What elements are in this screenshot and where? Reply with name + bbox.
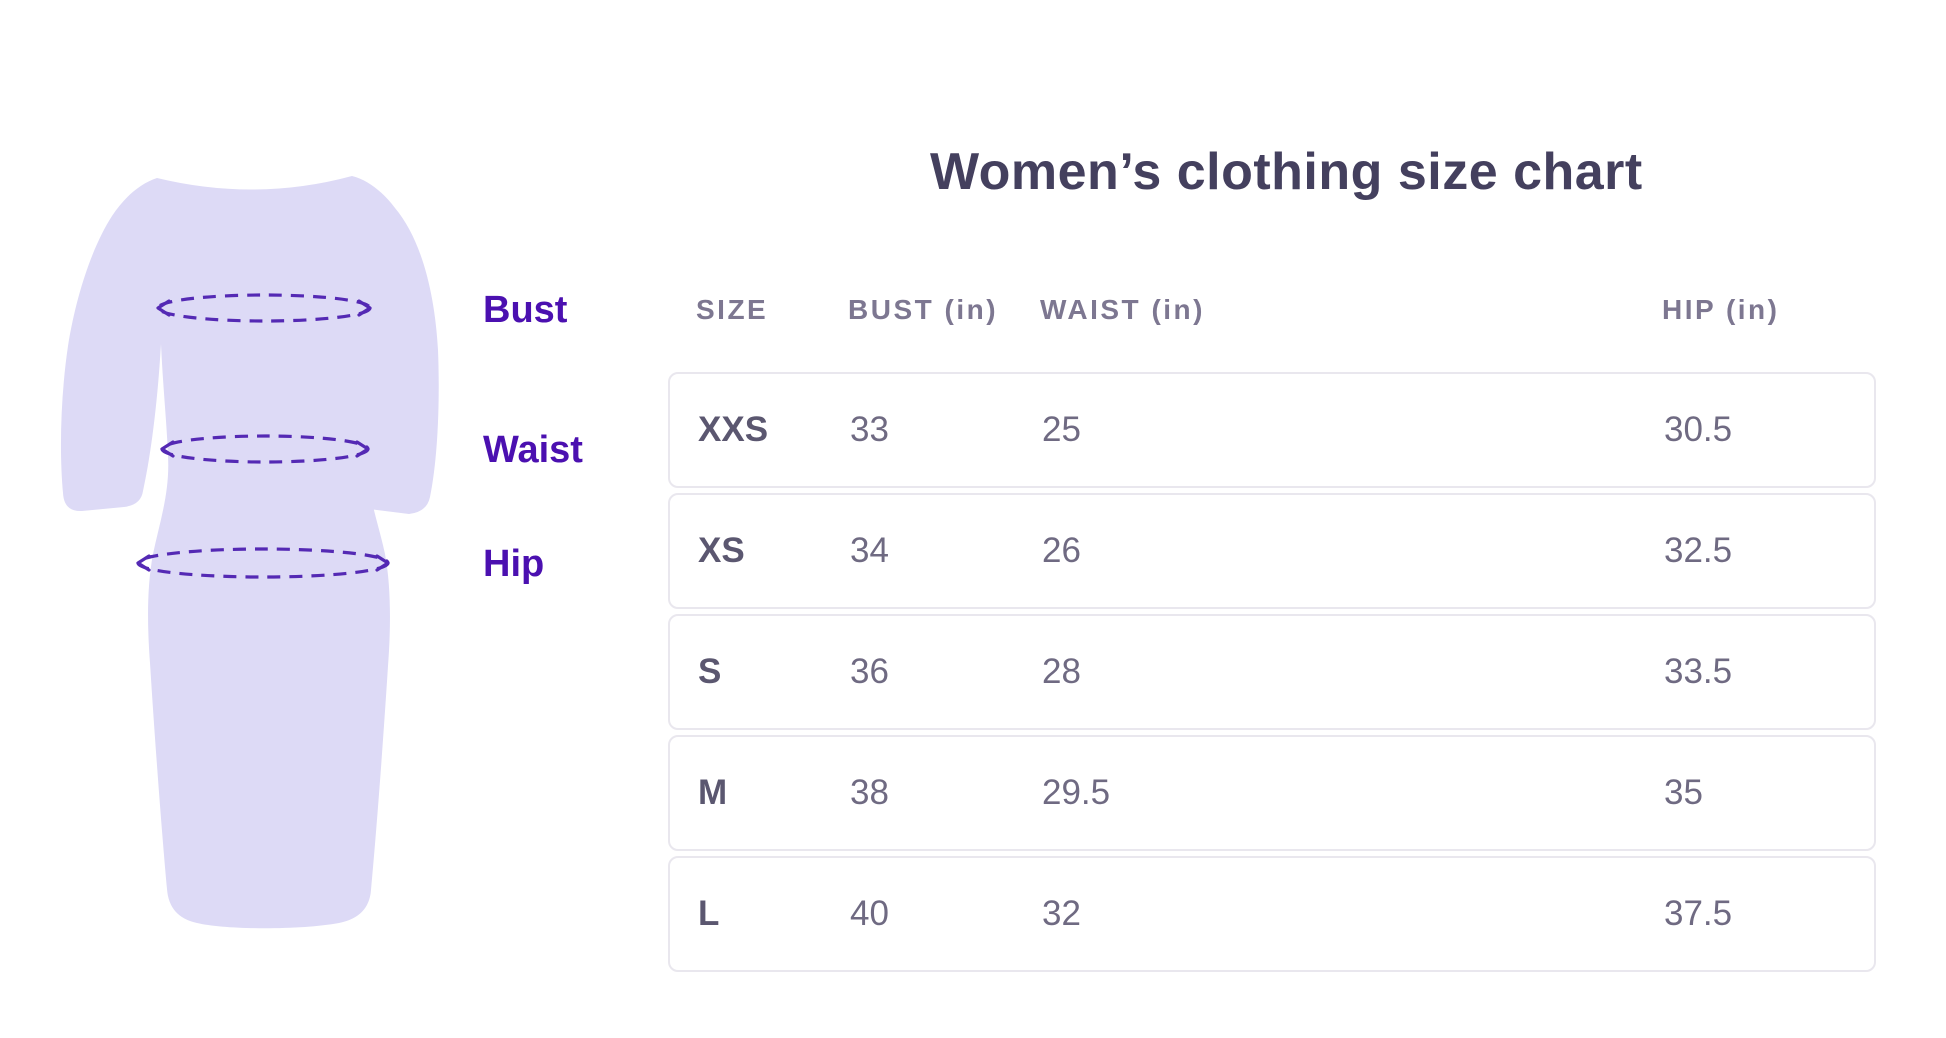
waist-cell: 25	[1042, 410, 1081, 449]
waist-label: Waist	[483, 429, 583, 471]
size-table-header: SIZE BUST (in) WAIST (in) HIP (in)	[668, 294, 1876, 326]
hip-right-arrow-icon	[375, 554, 390, 572]
column-header-hip: HIP (in)	[1662, 294, 1780, 325]
size-cell: XS	[698, 531, 745, 570]
dress-illustration	[60, 176, 439, 929]
bust-cell: 36	[850, 652, 889, 691]
page-title: Women’s clothing size chart	[930, 143, 1643, 201]
hip-cell: 33.5	[1664, 652, 1733, 691]
waist-right-arrow-icon	[355, 440, 370, 458]
waist-cell: 26	[1042, 531, 1081, 570]
dress-silhouette-icon	[60, 176, 439, 929]
waist-cell: 29.5	[1042, 773, 1111, 812]
hip-cell: 32.5	[1664, 531, 1733, 570]
table-row-m: M 38 29.5 35	[668, 735, 1876, 851]
column-header-size: SIZE	[696, 294, 769, 325]
column-header-waist: WAIST (in)	[1040, 294, 1205, 325]
bust-cell: 38	[850, 773, 889, 812]
size-cell: M	[698, 773, 728, 812]
bust-left-arrow-icon	[156, 299, 171, 317]
hip-label: Hip	[483, 543, 545, 585]
size-cell: S	[698, 652, 722, 691]
table-row-xs: XS 34 26 32.5	[668, 493, 1876, 609]
table-row-xxs: XXS 33 25 30.5	[668, 372, 1876, 488]
size-table: XXS 33 25 30.5 XS 34 26 32.5 S 36 28 33.…	[668, 372, 1876, 972]
bust-right-arrow-icon	[357, 299, 372, 317]
waist-left-arrow-icon	[160, 440, 175, 458]
size-cell: XXS	[698, 410, 769, 449]
waist-cell: 28	[1042, 652, 1081, 691]
bust-cell: 34	[850, 531, 889, 570]
column-header-bust: BUST (in)	[848, 294, 999, 325]
size-cell: L	[698, 894, 720, 933]
waist-cell: 32	[1042, 894, 1081, 933]
bust-cell: 33	[850, 410, 889, 449]
hip-left-arrow-icon	[136, 554, 151, 572]
hip-cell: 30.5	[1664, 410, 1733, 449]
hip-cell: 35	[1664, 773, 1703, 812]
table-row-s: S 36 28 33.5	[668, 614, 1876, 730]
table-row-l: L 40 32 37.5	[668, 856, 1876, 972]
hip-cell: 37.5	[1664, 894, 1733, 933]
bust-cell: 40	[850, 894, 889, 933]
bust-label: Bust	[483, 289, 568, 331]
